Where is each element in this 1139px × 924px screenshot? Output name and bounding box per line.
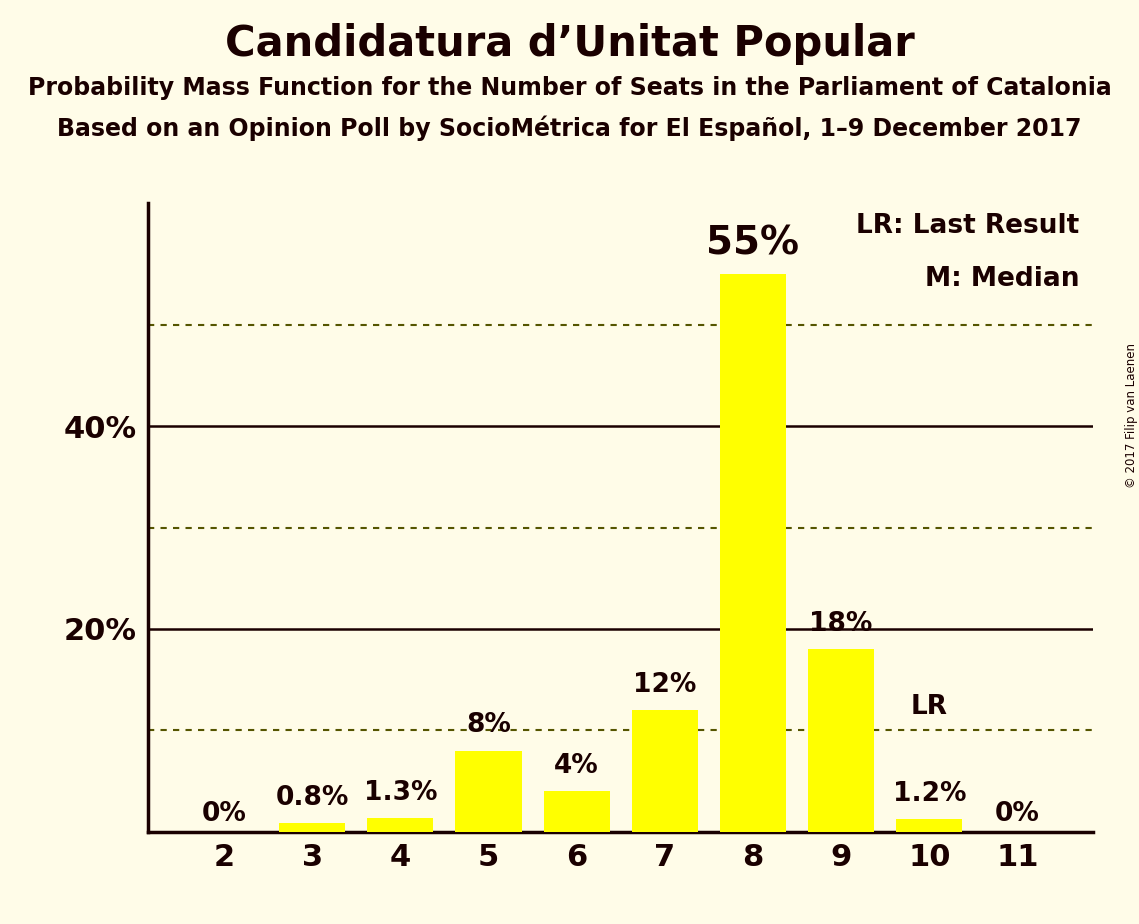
Bar bbox=[720, 274, 786, 832]
Text: LR: Last Result: LR: Last Result bbox=[857, 213, 1080, 238]
Bar bbox=[808, 650, 874, 832]
Text: 55%: 55% bbox=[706, 224, 800, 262]
Bar bbox=[896, 820, 962, 832]
Text: 18%: 18% bbox=[810, 611, 872, 637]
Text: M: M bbox=[731, 537, 776, 579]
Text: 0%: 0% bbox=[202, 800, 246, 827]
Bar bbox=[368, 819, 434, 832]
Text: 1.3%: 1.3% bbox=[363, 780, 437, 807]
Bar bbox=[456, 750, 522, 832]
Text: M: Median: M: Median bbox=[925, 266, 1080, 292]
Bar bbox=[279, 823, 345, 832]
Text: Based on an Opinion Poll by SocioMétrica for El Español, 1–9 December 2017: Based on an Opinion Poll by SocioMétrica… bbox=[57, 116, 1082, 141]
Text: 8%: 8% bbox=[466, 712, 511, 738]
Text: Candidatura d’Unitat Popular: Candidatura d’Unitat Popular bbox=[224, 23, 915, 65]
Text: 0.8%: 0.8% bbox=[276, 785, 349, 811]
Text: 0%: 0% bbox=[995, 800, 1040, 827]
Text: LR: LR bbox=[911, 694, 948, 720]
Text: 1.2%: 1.2% bbox=[893, 782, 966, 808]
Bar bbox=[543, 791, 609, 832]
Text: 12%: 12% bbox=[633, 672, 697, 698]
Text: Probability Mass Function for the Number of Seats in the Parliament of Catalonia: Probability Mass Function for the Number… bbox=[27, 76, 1112, 100]
Text: 4%: 4% bbox=[555, 753, 599, 779]
Text: © 2017 Filip van Laenen: © 2017 Filip van Laenen bbox=[1124, 344, 1138, 488]
Bar bbox=[632, 710, 698, 832]
